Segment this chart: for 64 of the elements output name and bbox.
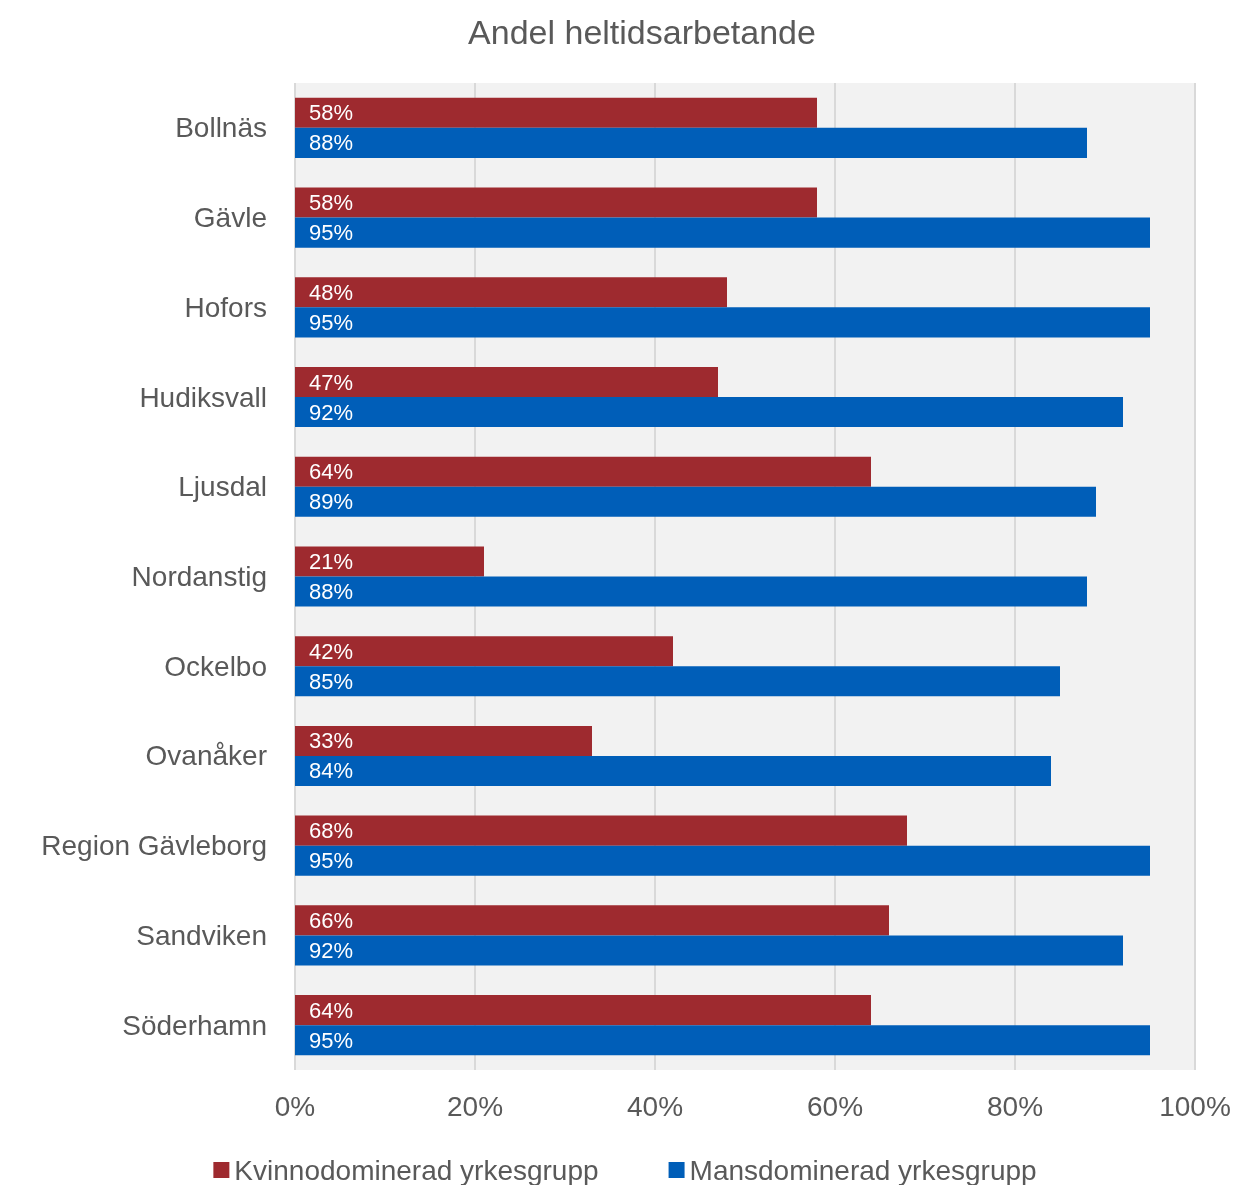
data-label: 48% bbox=[309, 279, 354, 305]
data-label: 47% bbox=[309, 369, 354, 395]
data-label: 92% bbox=[309, 399, 354, 425]
bar bbox=[295, 935, 1123, 966]
y-tick-label: Söderhamn bbox=[122, 1009, 267, 1041]
y-tick-label: Gävle bbox=[193, 202, 267, 234]
y-tick-label: Bollnäs bbox=[175, 112, 267, 144]
y-tick-label: Region Gävleborg bbox=[41, 830, 267, 862]
data-label: 42% bbox=[309, 638, 354, 664]
data-label: 88% bbox=[309, 579, 354, 605]
bar bbox=[295, 307, 1150, 338]
y-tick-label: Ovanåker bbox=[145, 740, 267, 772]
data-label: 64% bbox=[309, 459, 354, 485]
data-label: 95% bbox=[309, 848, 354, 874]
bar bbox=[295, 905, 889, 936]
data-label: 58% bbox=[309, 100, 354, 126]
bar bbox=[295, 366, 718, 398]
data-label: 58% bbox=[309, 190, 354, 216]
x-tick-label: 80% bbox=[986, 1090, 1044, 1122]
x-tick-label: 60% bbox=[806, 1090, 864, 1122]
y-tick-label: Sandviken bbox=[136, 919, 267, 951]
data-label: 92% bbox=[309, 937, 354, 963]
bar bbox=[295, 187, 817, 218]
chart-title: Andel heltidsarbetande bbox=[468, 13, 816, 51]
legend-label: Mansdominerad yrkesgrupp bbox=[689, 1154, 1037, 1185]
data-label: 95% bbox=[309, 220, 354, 246]
data-label: 66% bbox=[309, 907, 354, 933]
data-label: 64% bbox=[309, 997, 354, 1023]
x-tick-label: 100% bbox=[1159, 1090, 1231, 1122]
bar bbox=[295, 217, 1150, 248]
bar bbox=[295, 576, 1087, 607]
bar bbox=[295, 546, 484, 577]
bar bbox=[295, 277, 727, 308]
data-label: 89% bbox=[309, 489, 354, 515]
bar bbox=[295, 995, 871, 1026]
data-label: 21% bbox=[309, 548, 354, 574]
data-label: 68% bbox=[309, 818, 354, 844]
bar bbox=[295, 97, 817, 128]
bar bbox=[295, 845, 1150, 876]
bar bbox=[295, 636, 673, 667]
bar bbox=[295, 486, 1096, 517]
bar bbox=[295, 815, 907, 846]
bar bbox=[295, 755, 1051, 787]
x-tick-label: 0% bbox=[274, 1090, 316, 1122]
x-tick-label: 40% bbox=[626, 1090, 684, 1122]
data-label: 33% bbox=[309, 728, 354, 754]
bar bbox=[295, 666, 1060, 697]
data-label: 88% bbox=[309, 130, 354, 156]
bar bbox=[295, 127, 1087, 158]
legend-label: Kvinnodominerad yrkesgrupp bbox=[234, 1154, 599, 1185]
bar bbox=[295, 397, 1123, 428]
y-tick-label: Hudiksvall bbox=[139, 381, 267, 413]
y-tick-label: Ockelbo bbox=[164, 650, 267, 682]
data-label: 85% bbox=[309, 668, 354, 694]
bar bbox=[295, 725, 592, 756]
y-tick-label: Hofors bbox=[184, 291, 267, 323]
data-label: 95% bbox=[309, 1027, 354, 1053]
data-label: 84% bbox=[309, 758, 354, 784]
y-tick-label: Ljusdal bbox=[178, 471, 267, 503]
data-label: 95% bbox=[309, 309, 354, 335]
y-tick-label: Nordanstig bbox=[131, 561, 267, 592]
bar bbox=[295, 456, 871, 487]
x-tick-label: 20% bbox=[446, 1090, 504, 1122]
bar bbox=[295, 1025, 1150, 1056]
